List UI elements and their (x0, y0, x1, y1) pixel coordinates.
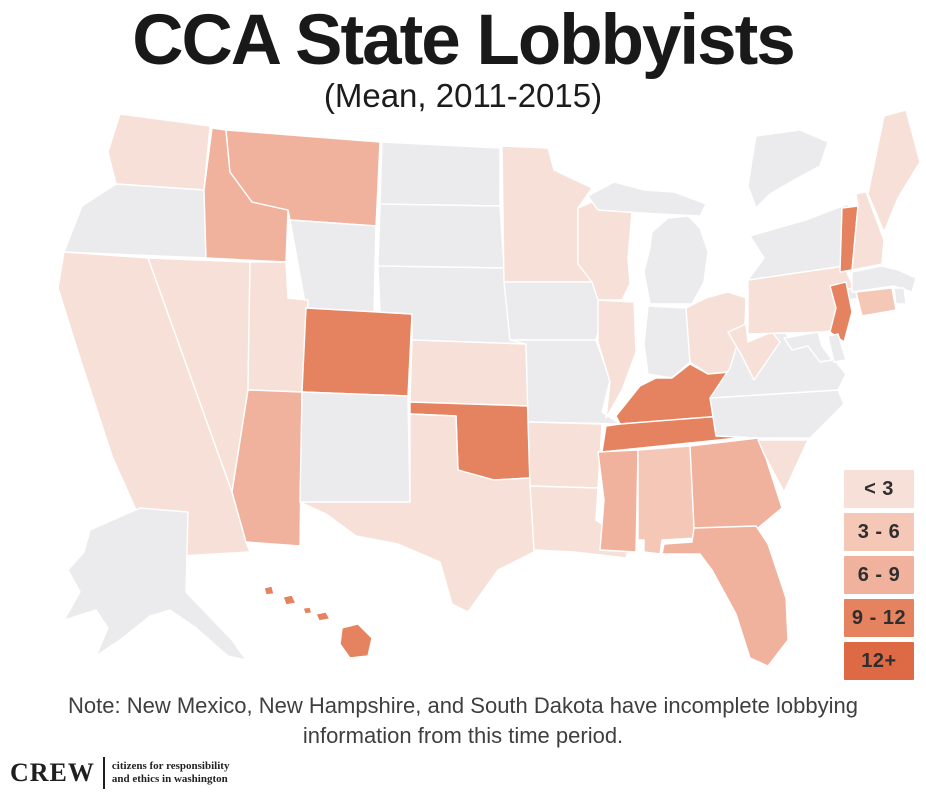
state-HI (263, 585, 373, 659)
state-ME (867, 109, 921, 233)
state-AL (637, 445, 699, 555)
state-MD (783, 331, 833, 363)
state-NM (299, 391, 411, 505)
state-CO (301, 307, 413, 397)
legend-item-6-9: 6 - 9 (844, 556, 914, 594)
state-NJ (829, 281, 853, 343)
page-title: CCA State Lobbyists (132, 1, 796, 80)
legend-label: < 3 (864, 477, 894, 500)
state-UT (247, 261, 309, 393)
canada-landmass (747, 129, 829, 209)
state-IA (503, 281, 605, 341)
us-choropleth-map (57, 109, 921, 667)
state-AZ (231, 389, 303, 547)
crew-logo: CREW citizens for responsibility and eth… (10, 757, 229, 789)
state-NH (851, 191, 885, 271)
footnote-line-2: information from this time period. (302, 722, 624, 748)
tagline-line-2: and ethics in washington (111, 773, 228, 785)
legend-label: 9 - 12 (851, 606, 907, 629)
state-MT (225, 129, 381, 227)
state-AR (527, 421, 603, 489)
crew-logo-tagline: citizens for responsibility and ethics i… (112, 760, 230, 785)
crew-logo-wordmark: CREW (10, 758, 95, 787)
legend-item-3-6: 3 - 6 (844, 513, 914, 551)
tagline-line-1: citizens for responsibility (111, 760, 230, 773)
state-WV (727, 323, 781, 381)
legend-item-lt3: < 3 (844, 470, 914, 508)
footnote: Note: New Mexico, New Hampshire, and Sou… (0, 691, 926, 750)
state-DE (827, 333, 847, 363)
state-FL (661, 525, 789, 667)
legend-item-12plus: 12+ (844, 642, 914, 680)
state-RI (893, 287, 907, 305)
map-legend: < 3 3 - 6 6 - 9 9 - 12 12+ (844, 470, 914, 685)
state-OR (63, 183, 207, 259)
state-MA (851, 265, 917, 293)
state-SD (377, 203, 505, 269)
state-IN (643, 305, 691, 379)
title-block: CCA State Lobbyists (Mean, 2011-2015) (0, 0, 926, 115)
state-CT (855, 287, 897, 317)
state-SC (757, 439, 809, 493)
state-WA (107, 113, 211, 191)
state-MO (509, 339, 621, 425)
state-MI (587, 181, 709, 305)
state-AK (63, 507, 247, 661)
page-subtitle: (Mean, 2011-2015) (323, 76, 603, 114)
legend-item-9-12: 9 - 12 (844, 599, 914, 637)
state-TX (299, 413, 535, 613)
footnote-line-1: Note: New Mexico, New Hampshire, and Sou… (68, 693, 858, 718)
logo-divider (102, 757, 105, 789)
state-MS (597, 449, 639, 553)
legend-label: 6 - 9 (857, 563, 901, 586)
legend-label: 12+ (861, 649, 897, 672)
legend-label: 3 - 6 (857, 520, 901, 543)
state-ND (379, 141, 501, 207)
state-KS (409, 339, 529, 407)
state-IL (597, 299, 637, 419)
state-WY (289, 219, 377, 313)
